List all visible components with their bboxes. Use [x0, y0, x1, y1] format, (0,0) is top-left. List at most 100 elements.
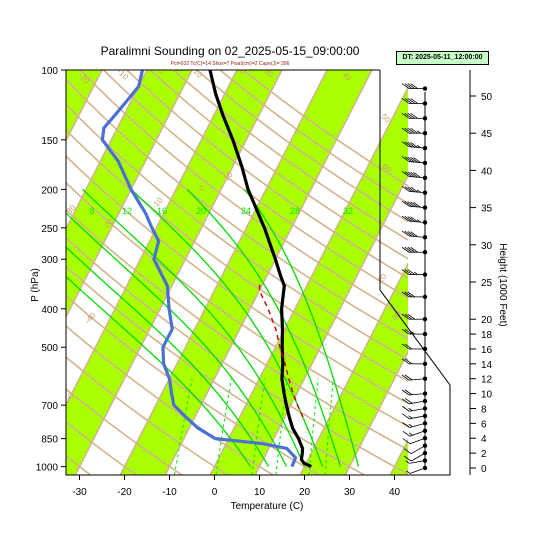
wind-barb-flag: [410, 246, 418, 253]
wind-barb-flag: [401, 343, 410, 350]
dry-adiabat-line: [66, 78, 408, 340]
wind-barb-flag: [407, 141, 416, 148]
wind-barb: [401, 230, 428, 240]
wind-barb-dot: [422, 160, 428, 166]
wind-barb: [402, 421, 428, 428]
x-tick-label: 20: [299, 487, 311, 498]
wind-barb-flag: [411, 331, 415, 335]
wind-barb-dot: [422, 443, 428, 448]
wind-barb-flag: [401, 269, 410, 275]
height-tick-label: 12: [481, 375, 493, 386]
wind-barb-dot: [422, 331, 428, 337]
wind-barb-flag: [410, 112, 418, 119]
wind-barb-flag: [410, 186, 418, 193]
mixing-ratio-line: [173, 378, 193, 475]
wind-barb: [401, 186, 428, 195]
wind-barb-shaft: [410, 452, 426, 462]
wind-barb-flag: [401, 200, 410, 207]
wind-barb-dot: [422, 317, 428, 322]
wind-barb-flag: [402, 413, 410, 420]
dry-adiabat-label: -10: [115, 67, 130, 82]
wind-barb-dot: [422, 250, 428, 255]
y-tick-label: 100: [41, 66, 58, 77]
wind-barb: [401, 200, 428, 210]
wind-barb-flag: [410, 127, 418, 134]
wind-barb-flag: [406, 470, 411, 474]
wind-barb-flag: [407, 216, 416, 222]
wind-barb-flag: [404, 397, 413, 404]
wind-barb-flag: [404, 328, 413, 335]
isotherm-line: [0, 70, 57, 475]
mixing-ratio-label: 32: [343, 206, 353, 216]
wind-barb-dot: [422, 465, 428, 471]
wind-barb-flag: [402, 422, 410, 428]
wind-barb-flag: [410, 156, 418, 163]
wind-barb: [401, 171, 428, 181]
isotherm-label: -30: [63, 203, 78, 218]
temperature-profile: [208, 70, 312, 469]
dry-adiabat-line: [66, 324, 274, 475]
wind-barb-dot: [422, 190, 428, 195]
x-axis-label: Temperature (C): [231, 501, 304, 512]
chart-subtitle: Pct=932 Tc(C)=14 Shox=7 Pwat(cm)=2 Cape(…: [170, 61, 290, 67]
wind-barb-dot: [422, 131, 428, 136]
mixing-ratio-line: [308, 378, 319, 475]
isotherm-line: [74, 70, 283, 475]
wind-barb-flag: [407, 112, 415, 119]
wind-barb-flag: [404, 313, 413, 320]
mixing-ratio-line: [251, 378, 266, 475]
mixing-ratio-label: 28: [290, 206, 300, 216]
parcel-profile: [258, 280, 304, 418]
wind-barb: [401, 291, 428, 300]
wind-barb: [405, 458, 428, 464]
height-tick-label: 25: [481, 278, 493, 289]
wind-barb-flag: [408, 432, 413, 436]
isotherm-line: [66, 70, 148, 231]
height-tick-label: 35: [481, 204, 493, 215]
wind-barb-flag: [404, 171, 413, 178]
wind-barb-flag: [401, 156, 410, 162]
height-tick-label: 4: [481, 434, 487, 445]
temperature-band: [66, 70, 282, 475]
wind-barb-flag: [401, 186, 410, 192]
dry-adiabat-line: [66, 208, 408, 451]
wind-barb-flag: [401, 215, 410, 222]
wind-barb-flag: [401, 374, 410, 381]
y-tick-label: 200: [41, 185, 58, 196]
y-tick-label: 400: [41, 305, 58, 316]
mixing-ratio-line: [215, 378, 232, 475]
dry-adiabat-line: [103, 70, 408, 299]
x-tick-label: 10: [254, 487, 266, 498]
y-tick-label: 850: [41, 435, 58, 446]
wind-barb-flag: [404, 98, 413, 104]
wind-barb: [402, 413, 428, 420]
wind-barb-flag: [408, 407, 413, 412]
moist-adiabat-line: [244, 188, 360, 467]
wind-barb-dot: [422, 235, 428, 240]
mixing-ratio-label: 8: [89, 206, 94, 216]
wind-barb-flag: [402, 438, 411, 445]
wind-barb-flag: [404, 343, 413, 350]
height-tick-label: 10: [481, 390, 493, 401]
height-axis-label: Height (1000 Feet): [497, 243, 508, 326]
x-tick-label: -20: [117, 487, 132, 498]
wind-barb-flag: [404, 246, 413, 253]
x-tick-label: 30: [344, 487, 356, 498]
wind-barb-flag: [401, 358, 410, 365]
wind-barb-flag: [407, 246, 415, 253]
wind-barb: [401, 127, 428, 136]
wind-barb-flag: [410, 83, 418, 89]
wind-barb-flag: [416, 144, 421, 149]
wind-barb-flag: [404, 291, 413, 298]
height-tick-label: 16: [481, 345, 493, 356]
wind-barb-flag: [416, 130, 421, 134]
wind-barb: [401, 156, 428, 166]
x-tick-label: -10: [162, 487, 177, 498]
dry-adiabat-line: [66, 128, 408, 383]
wind-barb-flag: [410, 98, 418, 104]
height-tick-label: 6: [481, 419, 487, 430]
wind-barb-dot: [422, 294, 428, 300]
wind-barb-shaft: [410, 445, 426, 455]
wind-barb-flag: [407, 156, 416, 163]
height-tick-label: 18: [481, 330, 493, 341]
